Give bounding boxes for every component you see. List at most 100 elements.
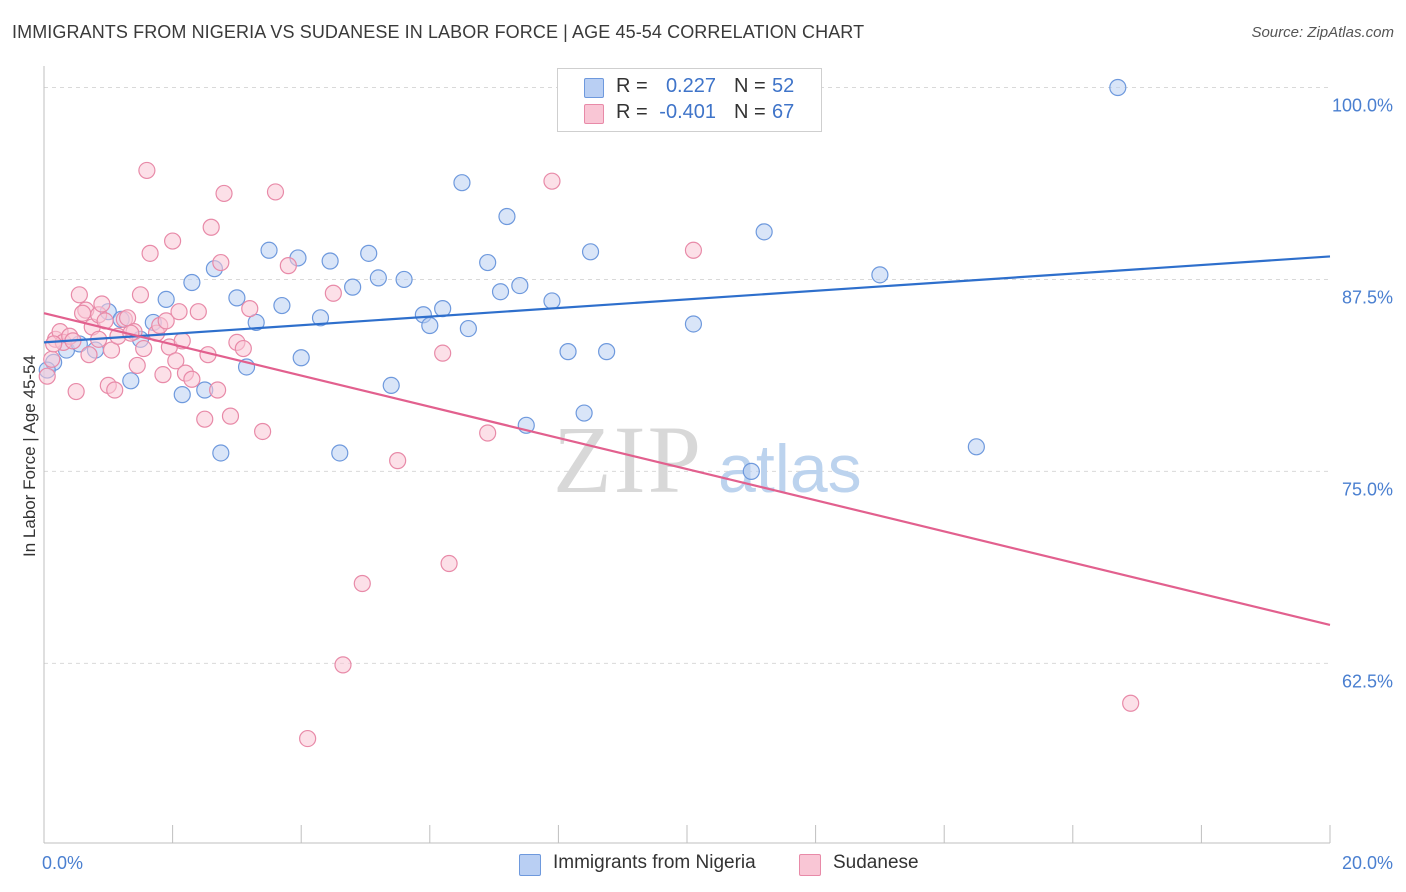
trend-lines <box>43 255 1331 627</box>
nigeria-point <box>360 244 378 262</box>
nigeria-point <box>479 253 497 272</box>
sudanese-point <box>167 352 185 370</box>
nigeria-point <box>498 207 516 226</box>
nigeria-point <box>228 289 246 307</box>
nigeria-point <box>684 315 703 333</box>
sudanese-point <box>183 370 201 388</box>
sudanese-point <box>138 161 156 180</box>
nigeria-point <box>321 252 339 270</box>
sudanese-point <box>209 381 227 399</box>
nigeria-point <box>581 243 600 261</box>
legend-n-label: N = <box>734 75 766 97</box>
sudanese-point <box>215 184 233 203</box>
y-axis-title: In Labor Force | Age 45-54 <box>20 355 39 557</box>
nigeria-point <box>459 319 477 338</box>
sudanese-point <box>266 183 285 201</box>
source-credit: Source: ZipAtlas.com <box>1251 24 1394 41</box>
sudanese-point <box>73 304 92 322</box>
legend-swatch-nigeria <box>584 78 604 98</box>
legend-row-nigeria: R = 0.227 N = 52 <box>558 75 821 101</box>
sudanese-point <box>38 367 56 385</box>
sudanese-point <box>434 344 452 362</box>
y-tick-label: 100.0% <box>1332 95 1393 115</box>
nigeria-point <box>344 278 362 296</box>
bottom-legend-swatch-nigeria <box>519 854 541 876</box>
nigeria-point <box>742 462 760 480</box>
sudanese-point <box>106 381 124 399</box>
sudanese-point <box>1122 694 1140 712</box>
sudanese-point <box>80 346 98 364</box>
sudanese-point <box>157 312 175 330</box>
nigeria-point <box>421 316 439 335</box>
sudanese-point <box>324 284 342 302</box>
nigeria-point <box>871 266 889 284</box>
legend-n-value: 67 <box>772 101 795 123</box>
sudanese-point <box>684 241 703 259</box>
nigeria-point <box>755 223 773 241</box>
nigeria-point <box>967 438 985 456</box>
sudanese-point <box>543 172 561 190</box>
correlation-legend: R = 0.227 N = 52 R = -0.401 N = 67 <box>557 68 822 132</box>
sudanese-point <box>202 218 220 236</box>
nigeria-point <box>511 276 529 295</box>
nigeria-point <box>183 273 201 292</box>
bottom-legend-swatch-sudanese <box>799 854 821 876</box>
nigeria-point <box>369 269 387 287</box>
bottom-legend-label-sudanese: Sudanese <box>833 852 919 873</box>
nigeria-point <box>382 376 400 394</box>
nigeria-point <box>395 270 413 289</box>
sudanese-trend-line <box>43 312 1331 627</box>
watermark-zip: ZIP <box>553 406 703 513</box>
nigeria-point <box>575 404 593 422</box>
nigeria-point <box>453 174 471 192</box>
sudanese-point <box>479 424 497 442</box>
sudanese-point <box>334 656 352 674</box>
sudanese-point <box>234 339 252 358</box>
gridlines <box>44 86 1330 664</box>
sudanese-point <box>141 244 159 262</box>
nigeria-trend-line <box>43 255 1331 344</box>
sudanese-point <box>131 286 150 304</box>
bottom-legend-label-nigeria: Immigrants from Nigeria <box>553 852 756 873</box>
nigeria-point <box>273 296 291 315</box>
y-tick-label: 87.5% <box>1342 287 1393 307</box>
sudanese-point <box>241 300 259 318</box>
sudanese-point <box>43 350 61 368</box>
nigeria-point <box>173 386 191 404</box>
y-tick-label: 75.0% <box>1342 479 1393 499</box>
x-tick-label-min: 0.0% <box>42 853 83 873</box>
watermark: ZIP atlas <box>553 406 862 513</box>
axes <box>43 66 1331 844</box>
tick-labels: 62.5% 75.0% 87.5% 100.0% 0.0% 20.0% <box>42 95 1393 873</box>
nigeria-point <box>260 241 278 259</box>
nigeria-point <box>331 444 349 462</box>
nigeria-point <box>434 300 452 318</box>
nigeria-point <box>157 290 175 309</box>
nigeria-point <box>1109 78 1127 97</box>
sudanese-point <box>135 339 153 358</box>
nigeria-point <box>292 349 310 367</box>
sudanese-point <box>128 356 146 375</box>
sudanese-point <box>254 422 272 441</box>
y-tick-label: 62.5% <box>1342 671 1393 691</box>
sudanese-point <box>45 335 63 353</box>
legend-r-value: 0.227 <box>665 75 716 97</box>
nigeria-point <box>491 283 510 301</box>
nigeria-point <box>122 372 140 390</box>
legend-r-label: R = <box>616 101 648 123</box>
legend-n-value: 52 <box>772 75 795 97</box>
sudanese-point <box>353 574 371 593</box>
sudanese-point <box>279 257 297 275</box>
sudanese-point <box>189 303 207 321</box>
legend-n-label: N = <box>734 101 766 123</box>
nigeria-point <box>559 343 577 361</box>
sudanese-point <box>170 303 188 321</box>
data-points <box>38 78 1140 748</box>
nigeria-point <box>311 309 330 327</box>
legend-row-sudanese: R = -0.401 N = 67 <box>558 101 821 127</box>
sudanese-point <box>196 410 214 428</box>
sudanese-point <box>389 452 407 470</box>
legend-swatch-sudanese <box>584 104 604 124</box>
nigeria-point <box>543 292 561 310</box>
chart-title: IMMIGRANTS FROM NIGERIA VS SUDANESE IN L… <box>12 22 865 42</box>
